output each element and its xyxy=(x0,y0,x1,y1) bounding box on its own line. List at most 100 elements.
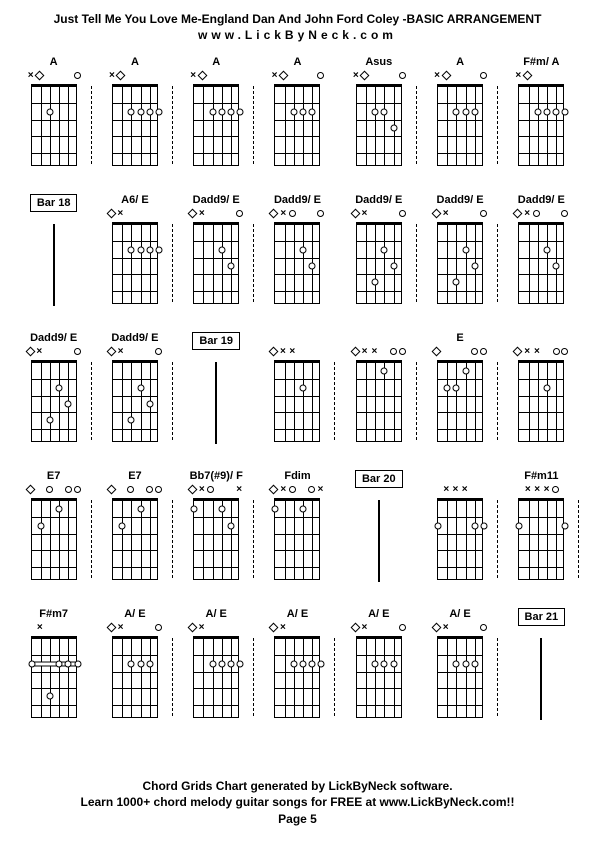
string-markers xyxy=(270,348,324,360)
marker-x xyxy=(116,210,124,218)
marker-d xyxy=(116,71,126,81)
chord-cell xyxy=(345,332,412,452)
marker-x xyxy=(36,624,44,632)
marker-d xyxy=(188,485,198,495)
string-markers xyxy=(27,624,81,636)
finger-dot xyxy=(300,384,307,391)
marker-o xyxy=(155,486,162,493)
marker-o xyxy=(480,210,487,217)
fretboard xyxy=(518,498,564,580)
string-markers xyxy=(352,72,406,84)
finger-dot xyxy=(137,660,144,667)
chord-cell: E7 xyxy=(101,470,168,590)
finger-dot xyxy=(553,108,560,115)
finger-dot xyxy=(381,660,388,667)
footer-line-1: Chord Grids Chart generated by LickByNec… xyxy=(0,778,595,795)
finger-dot xyxy=(128,246,135,253)
finger-dot xyxy=(381,108,388,115)
chord-diagram xyxy=(430,348,490,446)
string-markers xyxy=(270,210,324,222)
marker-x xyxy=(523,348,531,356)
marker-o xyxy=(289,486,296,493)
chord-cell: Dadd9/ E xyxy=(508,194,575,314)
chord-cell: Dadd9/ E xyxy=(426,194,493,314)
chord-diagram xyxy=(267,486,327,584)
marker-x xyxy=(279,624,287,632)
marker-x xyxy=(279,210,287,218)
marker-x xyxy=(35,348,43,356)
marker-d xyxy=(188,209,198,219)
string-markers xyxy=(108,348,162,360)
chord-diagram xyxy=(267,210,327,308)
marker-o xyxy=(308,486,315,493)
finger-dot xyxy=(453,384,460,391)
marker-o xyxy=(65,486,72,493)
chord-label: A/ E xyxy=(124,608,145,624)
marker-x xyxy=(108,72,116,80)
marker-o xyxy=(317,210,324,217)
bar-label: Bar 18 xyxy=(30,194,78,212)
measure-dashes xyxy=(253,638,254,716)
finger-dot xyxy=(191,506,198,513)
marker-x xyxy=(27,72,35,80)
string-markers xyxy=(108,72,162,84)
finger-dot xyxy=(290,660,297,667)
fretboard xyxy=(274,498,320,580)
finger-dot xyxy=(56,506,63,513)
marker-d xyxy=(350,209,360,219)
string-markers xyxy=(514,210,568,222)
fretboard xyxy=(193,498,239,580)
marker-x xyxy=(117,624,125,632)
finger-dot xyxy=(300,246,307,253)
chord-diagram xyxy=(186,486,246,584)
finger-dot xyxy=(209,660,216,667)
fretboard xyxy=(112,222,158,304)
string-markers xyxy=(108,210,162,222)
marker-o xyxy=(561,210,568,217)
marker-x xyxy=(288,348,296,356)
marker-x xyxy=(523,210,531,218)
fretboard xyxy=(437,360,483,442)
measure-dashes xyxy=(91,362,92,440)
marker-d xyxy=(432,623,442,633)
chord-cell: E xyxy=(426,332,493,452)
measure-dashes xyxy=(334,362,335,440)
finger-dot xyxy=(218,660,225,667)
marker-o xyxy=(46,486,53,493)
measure-dashes xyxy=(253,86,254,164)
string-markers xyxy=(270,486,324,498)
marker-x xyxy=(198,624,206,632)
finger-dot xyxy=(309,263,316,270)
chord-cell: A/ E xyxy=(345,608,412,728)
marker-x xyxy=(189,72,197,80)
fretboard xyxy=(356,84,402,166)
marker-d xyxy=(269,485,279,495)
string-markers xyxy=(433,348,487,360)
chord-cell: A xyxy=(101,56,168,176)
finger-dot xyxy=(137,246,144,253)
chord-cell xyxy=(426,470,493,590)
measure-dashes xyxy=(91,86,92,164)
chord-diagram xyxy=(349,72,409,170)
fretboard xyxy=(437,84,483,166)
finger-dot xyxy=(553,263,560,270)
chord-diagram xyxy=(430,486,490,584)
chord-diagram xyxy=(24,348,84,446)
marker-x xyxy=(442,624,450,632)
finger-dot xyxy=(272,506,279,513)
chord-cell: A6/ E xyxy=(101,194,168,314)
chord-label: A xyxy=(456,56,464,72)
finger-dot xyxy=(372,660,379,667)
chord-label: A xyxy=(212,56,220,72)
finger-dot xyxy=(65,401,72,408)
marker-o xyxy=(207,486,214,493)
string-markers xyxy=(352,210,406,222)
finger-dot xyxy=(218,506,225,513)
marker-o xyxy=(399,348,406,355)
fretboard xyxy=(31,636,77,718)
chord-cell: Dadd9/ E xyxy=(345,194,412,314)
marker-o xyxy=(533,210,540,217)
finger-dot xyxy=(543,108,550,115)
marker-d xyxy=(441,71,451,81)
finger-dot xyxy=(453,108,460,115)
